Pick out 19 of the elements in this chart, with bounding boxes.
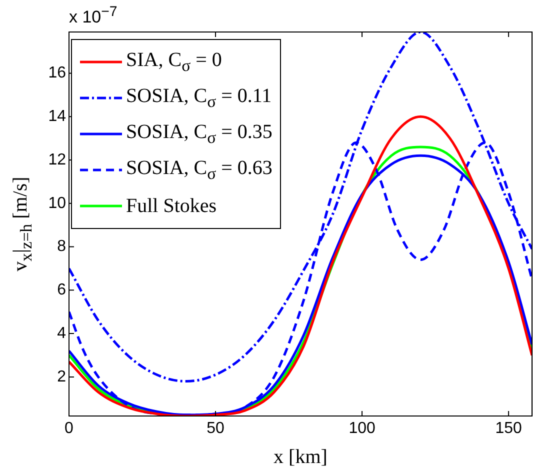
y-tick-label: 2 bbox=[57, 368, 66, 386]
legend-label: SOSIA, C$_{σ}$ = 0.35 bbox=[126, 120, 272, 148]
legend-label: SOSIA, C$_{σ}$ = 0.11 bbox=[126, 84, 272, 112]
y-tick-label: 4 bbox=[57, 324, 66, 342]
y-tick-label: 6 bbox=[57, 282, 66, 299]
x-axis-title: x [km] bbox=[272, 446, 328, 469]
y-tick-label: 8 bbox=[57, 238, 66, 256]
text: x 10$^{−7}$ bbox=[69, 4, 118, 28]
y-tick-label: 14 bbox=[48, 108, 66, 126]
x-tick-label: 150 bbox=[495, 420, 522, 438]
x-tick-label: 0 bbox=[64, 420, 74, 438]
x-tick-label: 50 bbox=[206, 420, 225, 438]
y-tick-label: 10 bbox=[48, 194, 66, 212]
legend-label: SIA, C$_{σ}$ = 0 bbox=[126, 48, 222, 76]
x-tick-label: 100 bbox=[348, 420, 376, 438]
y-tick-label: 16 bbox=[48, 64, 66, 82]
legend-label: SOSIA, C$_{σ}$ = 0.63 bbox=[126, 156, 272, 184]
legend-label: Full Stokes bbox=[126, 194, 217, 218]
y-tick-label: 12 bbox=[48, 151, 66, 168]
